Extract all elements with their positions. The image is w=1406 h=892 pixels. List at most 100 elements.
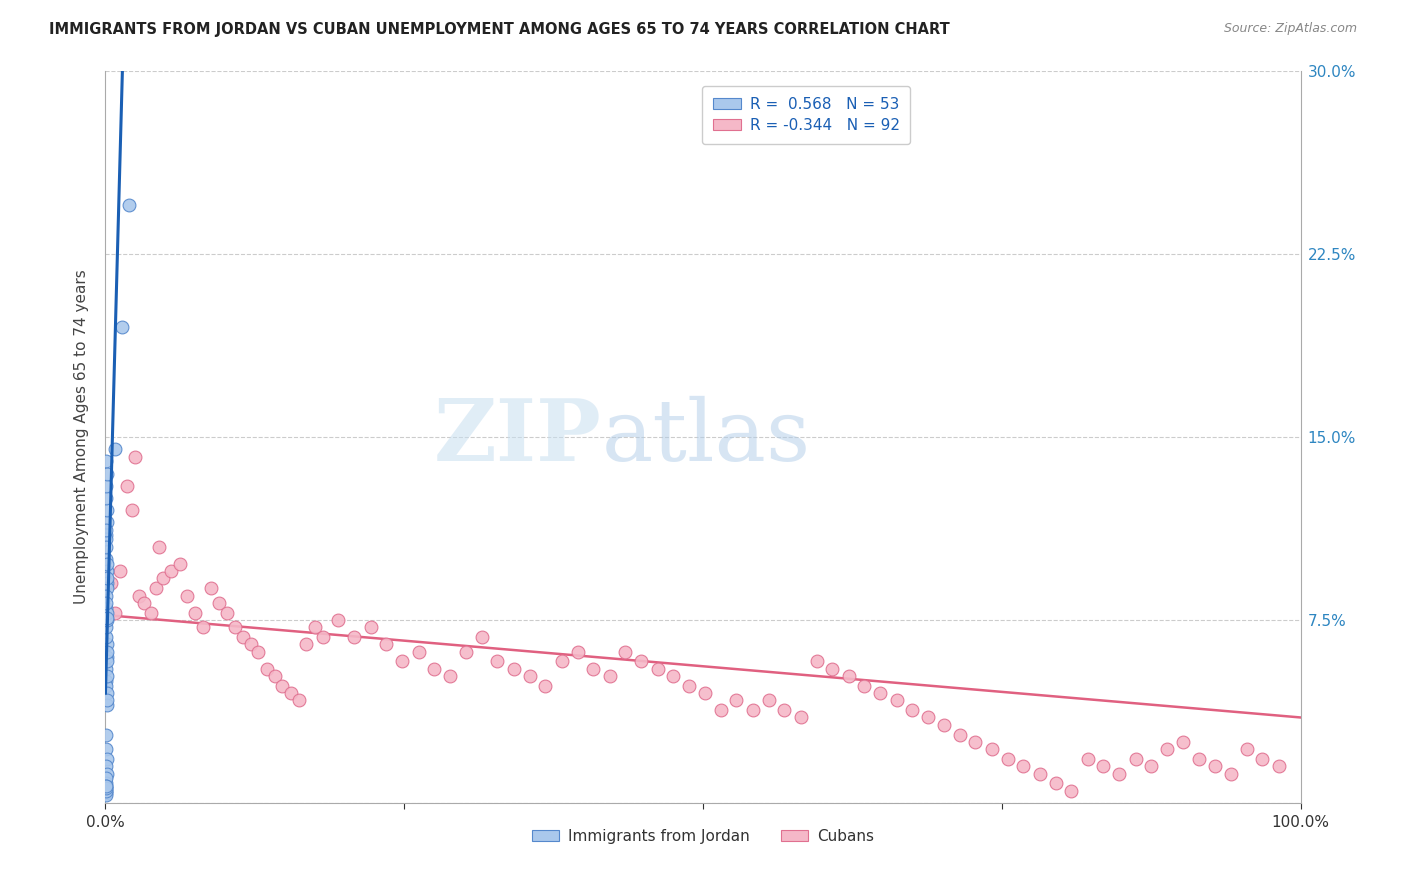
Point <box>1060 783 1083 797</box>
Point <box>439 669 461 683</box>
Legend: Immigrants from Jordan, Cubans: Immigrants from Jordan, Cubans <box>526 822 880 850</box>
Point <box>96 523 118 537</box>
Point <box>96 679 118 693</box>
Point <box>96 564 118 578</box>
Point <box>152 572 174 586</box>
Point <box>1173 735 1195 749</box>
Point <box>534 679 557 693</box>
Point <box>853 679 876 693</box>
Point <box>96 533 118 547</box>
Point <box>96 467 118 481</box>
Point <box>806 654 828 668</box>
Point <box>94 491 117 505</box>
Point <box>96 669 118 683</box>
Point <box>567 645 589 659</box>
Point <box>96 752 118 766</box>
Point <box>96 503 118 517</box>
Point <box>423 662 446 676</box>
Point <box>773 703 796 717</box>
Point <box>94 779 117 793</box>
Point <box>184 606 207 620</box>
Point <box>94 781 117 796</box>
Point <box>312 630 335 644</box>
Point <box>96 673 118 688</box>
Point <box>1236 742 1258 756</box>
Point <box>869 686 891 700</box>
Point <box>96 637 118 651</box>
Point <box>100 576 122 591</box>
Point <box>94 600 117 615</box>
Point <box>678 679 700 693</box>
Point <box>148 540 170 554</box>
Text: atlas: atlas <box>602 395 810 479</box>
Point <box>115 479 138 493</box>
Point <box>108 564 131 578</box>
Point <box>725 693 748 707</box>
Point <box>121 503 143 517</box>
Point <box>118 198 141 212</box>
Point <box>96 759 118 773</box>
Point <box>124 450 146 464</box>
Point <box>94 479 117 493</box>
Point <box>217 606 239 620</box>
Point <box>256 662 278 676</box>
Point <box>96 610 118 624</box>
Point <box>94 776 117 790</box>
Point <box>94 783 117 797</box>
Point <box>96 742 118 756</box>
Point <box>208 596 231 610</box>
Point <box>96 606 118 620</box>
Point <box>280 686 302 700</box>
Point <box>599 669 621 683</box>
Point <box>375 637 398 651</box>
Point <box>1077 752 1099 766</box>
Point <box>224 620 246 634</box>
Point <box>821 662 844 676</box>
Point <box>1045 776 1067 790</box>
Point <box>614 645 637 659</box>
Point <box>94 552 117 566</box>
Point <box>288 693 311 707</box>
Point <box>247 645 270 659</box>
Point <box>94 783 117 797</box>
Point <box>408 645 430 659</box>
Point <box>1140 759 1163 773</box>
Point <box>96 576 118 591</box>
Point <box>886 693 908 707</box>
Point <box>838 669 860 683</box>
Point <box>96 630 118 644</box>
Point <box>96 516 118 530</box>
Point <box>96 613 118 627</box>
Point <box>1251 752 1274 766</box>
Point <box>96 779 118 793</box>
Point <box>96 698 118 713</box>
Point <box>647 662 669 676</box>
Point <box>1108 766 1130 780</box>
Point <box>456 645 478 659</box>
Point <box>295 637 318 651</box>
Point <box>1125 752 1147 766</box>
Point <box>343 630 366 644</box>
Point <box>519 669 541 683</box>
Point <box>471 630 494 644</box>
Point <box>96 686 118 700</box>
Point <box>901 703 924 717</box>
Point <box>94 454 117 468</box>
Point <box>271 679 294 693</box>
Point <box>96 572 118 586</box>
Point <box>1220 766 1243 780</box>
Point <box>94 786 117 800</box>
Point <box>139 606 162 620</box>
Point <box>1268 759 1291 773</box>
Point <box>200 581 222 595</box>
Point <box>790 710 813 724</box>
Point <box>132 596 155 610</box>
Point <box>111 320 134 334</box>
Point <box>662 669 685 683</box>
Point <box>96 596 118 610</box>
Point <box>981 742 1004 756</box>
Point <box>264 669 287 683</box>
Point <box>695 686 717 700</box>
Text: IMMIGRANTS FROM JORDAN VS CUBAN UNEMPLOYMENT AMONG AGES 65 TO 74 YEARS CORRELATI: IMMIGRANTS FROM JORDAN VS CUBAN UNEMPLOY… <box>49 22 950 37</box>
Point <box>96 557 118 571</box>
